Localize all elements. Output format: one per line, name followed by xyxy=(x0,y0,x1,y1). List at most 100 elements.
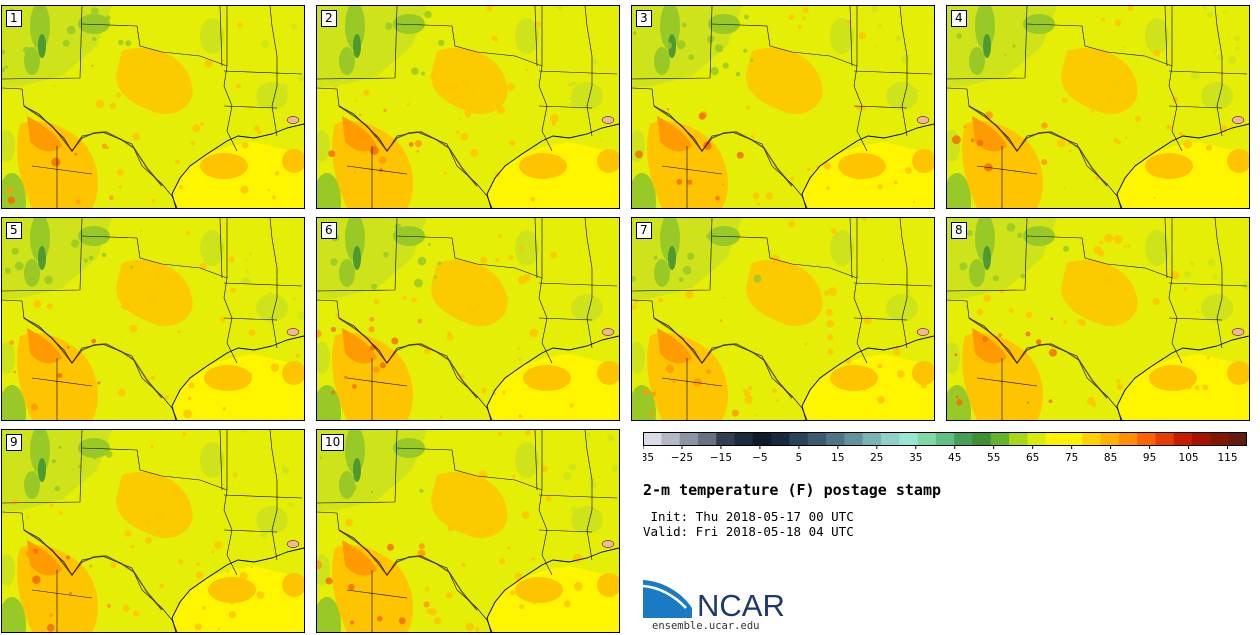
green-patch xyxy=(571,82,603,110)
hotter-region xyxy=(972,328,1007,364)
speckle xyxy=(256,129,262,134)
speckle xyxy=(407,103,410,106)
speckle xyxy=(90,7,99,16)
state-boundary xyxy=(31,146,93,208)
speckle xyxy=(136,302,140,306)
warm-region xyxy=(1061,47,1138,115)
speckle xyxy=(1152,298,1160,306)
speckle xyxy=(317,560,323,570)
speckle xyxy=(416,150,420,153)
colorbar-segment xyxy=(771,432,790,445)
state-boundary xyxy=(1214,218,1223,349)
green-patch xyxy=(393,14,425,34)
speckle xyxy=(1027,401,1030,404)
speckle xyxy=(707,35,715,43)
speckle xyxy=(347,483,357,493)
panel-number-3: 3 xyxy=(636,10,652,27)
speckle xyxy=(1063,186,1066,189)
green-patch xyxy=(1201,294,1233,322)
init-time: Init: Thu 2018-05-17 00 UTC xyxy=(643,509,854,524)
speckle xyxy=(402,295,407,300)
green-patch xyxy=(256,506,288,534)
speckle xyxy=(507,82,515,91)
speckle xyxy=(634,298,639,304)
speckle xyxy=(531,598,538,605)
speckle xyxy=(383,251,389,258)
speckle xyxy=(91,338,96,344)
state-boundary xyxy=(346,358,408,420)
speckle xyxy=(151,198,156,203)
colorbar-segment xyxy=(935,432,955,445)
speckle xyxy=(497,106,505,114)
speckle xyxy=(1006,222,1016,232)
state-boundary xyxy=(534,430,618,499)
temperature-map xyxy=(947,218,1249,420)
temperature-map xyxy=(317,430,619,632)
speckle xyxy=(963,125,967,129)
speckle xyxy=(194,623,202,631)
speckle xyxy=(187,396,192,400)
river xyxy=(968,105,1108,187)
speckle xyxy=(319,456,322,459)
panel-number-4: 4 xyxy=(951,10,967,27)
speckle xyxy=(877,184,883,190)
state-boundary xyxy=(976,358,1038,420)
speckle xyxy=(182,432,187,436)
ocean-warm-patch xyxy=(200,153,248,179)
warm-region xyxy=(746,259,823,327)
speckle xyxy=(96,100,105,108)
speckle xyxy=(982,336,989,342)
speckle xyxy=(106,603,112,608)
temperature-map xyxy=(2,218,304,420)
speckle xyxy=(1153,196,1156,199)
map-panel-4: 4 xyxy=(946,5,1250,209)
speckle xyxy=(1116,378,1121,384)
website-url[interactable]: ensemble.ucar.edu xyxy=(652,620,760,632)
speckle xyxy=(563,600,571,608)
speckle xyxy=(744,395,753,404)
valid-time: Valid: Fri 2018-05-18 04 UTC xyxy=(643,524,854,539)
coastline xyxy=(486,123,619,208)
speckle xyxy=(385,22,393,30)
speckle xyxy=(282,466,290,474)
speckle xyxy=(89,564,93,568)
speckle xyxy=(828,287,837,296)
state-boundary xyxy=(538,277,553,364)
speckle xyxy=(240,185,249,194)
speckle xyxy=(895,35,902,42)
green-patch xyxy=(339,259,355,287)
speckle xyxy=(1178,131,1183,136)
speckle xyxy=(721,183,725,186)
map-panel-9: 9 xyxy=(1,429,305,633)
green-patch xyxy=(571,506,603,534)
speckle xyxy=(78,465,82,469)
speckle xyxy=(1195,309,1199,314)
speckle xyxy=(568,96,573,101)
speckle xyxy=(2,67,5,73)
speckle xyxy=(788,220,795,228)
colorbar-segment xyxy=(1045,432,1065,445)
speckle xyxy=(92,36,97,42)
speckle xyxy=(288,502,293,508)
colorbar-segment xyxy=(643,432,662,445)
panel-number-8: 8 xyxy=(951,222,967,239)
speckle xyxy=(1048,399,1053,403)
ocean-warm-patch xyxy=(912,361,934,385)
speckle xyxy=(211,551,215,554)
speckle xyxy=(408,142,414,147)
hotter-region xyxy=(342,540,377,576)
speckle xyxy=(1105,277,1113,284)
speckle xyxy=(164,395,169,400)
colorbar-segment xyxy=(1118,432,1138,445)
state-boundary xyxy=(2,430,83,504)
speckle xyxy=(373,366,380,373)
speckle xyxy=(653,255,658,260)
speckle xyxy=(836,232,839,235)
speckle xyxy=(1108,95,1115,102)
state-boundary xyxy=(849,6,933,75)
state-boundary xyxy=(1168,277,1183,364)
lake xyxy=(916,328,930,336)
speckle xyxy=(825,308,833,316)
speckle xyxy=(13,370,17,374)
speckle xyxy=(159,583,164,589)
